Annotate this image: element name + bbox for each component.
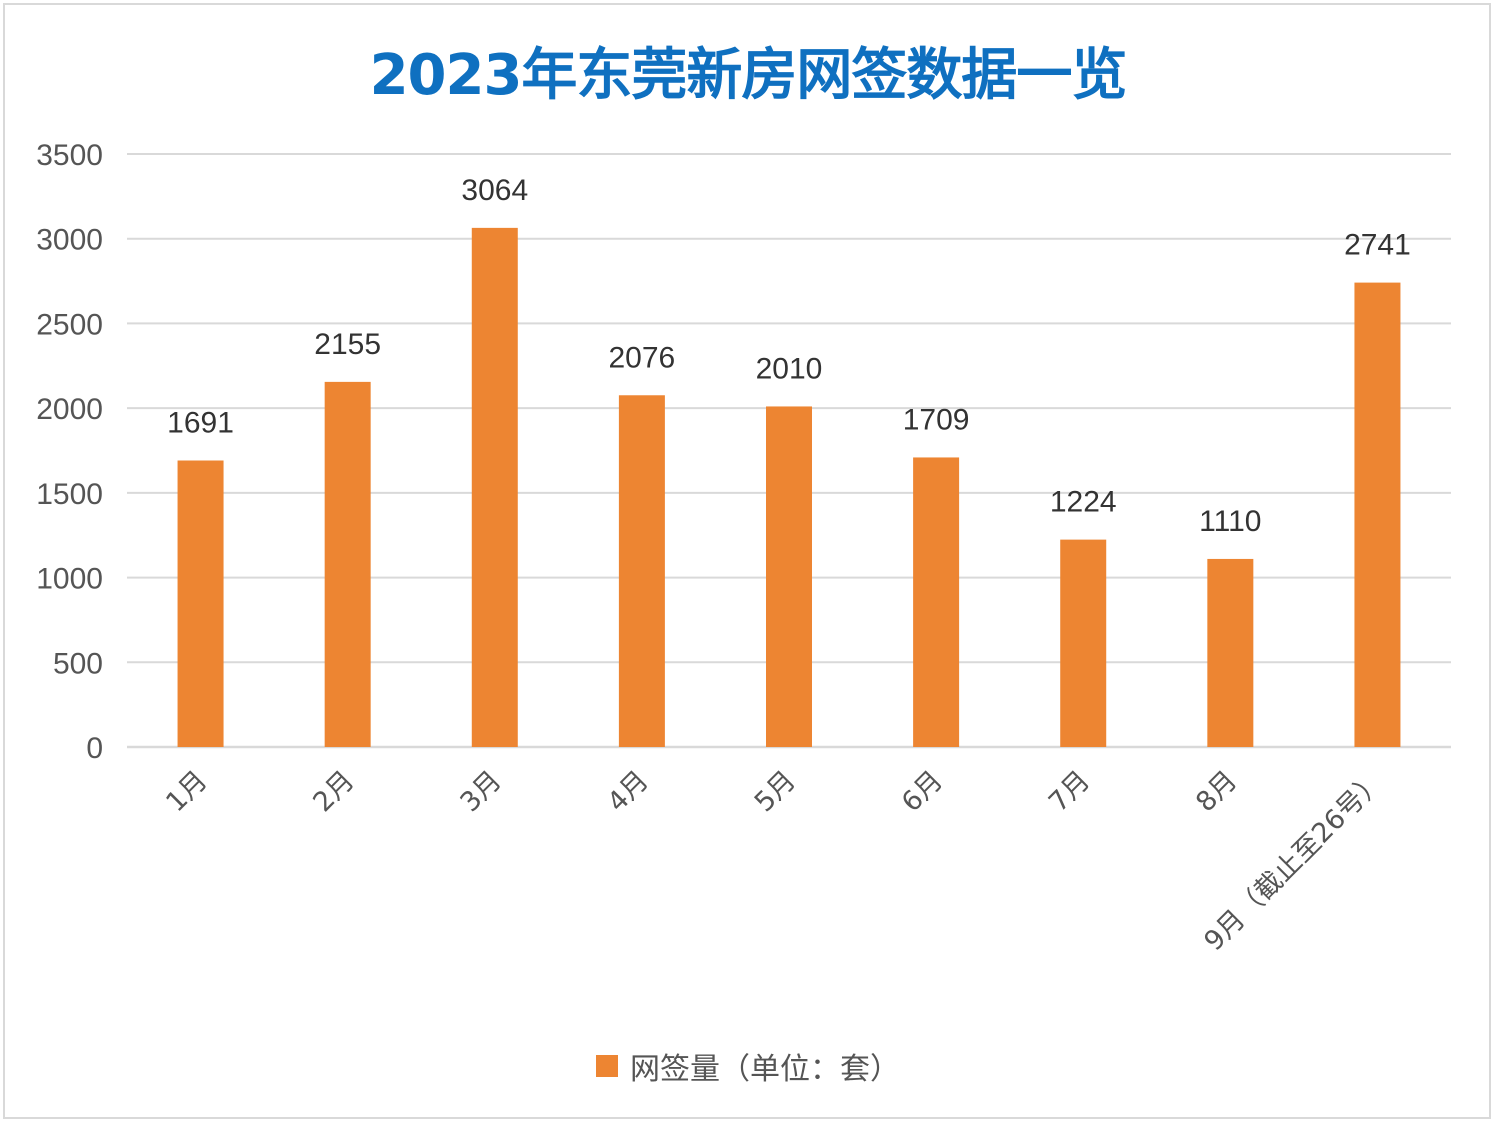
y-axis-ticks: 0 500 1000 1500 2000 2500 3000 3500 [36,139,103,765]
data-label: 1224 [1050,486,1117,519]
x-tick-label: 6月 [896,765,949,818]
data-label: 3064 [461,174,528,207]
y-tick-label: 2500 [36,308,103,341]
bar [618,395,665,747]
x-tick-label: 7月 [1043,765,1096,818]
chart-title: 2023年东莞新房网签数据一览 [369,43,1128,108]
x-tick-label: 1月 [160,765,213,818]
x-tick-label: 5月 [749,765,802,818]
y-tick-label: 3500 [36,139,103,172]
x-tick-label: 2月 [307,765,360,818]
y-tick-label: 2000 [36,393,103,426]
x-tick-label: 8月 [1190,765,1243,818]
data-label: 2076 [609,341,676,374]
bar [1207,558,1254,747]
data-label: 1110 [1199,505,1261,538]
data-label: 1691 [167,406,234,439]
bar [324,381,371,747]
legend-label: 网签量（单位：套） [630,1052,900,1087]
data-label: 2010 [756,352,823,385]
y-tick-label: 1000 [36,563,103,596]
y-tick-label: 3000 [36,224,103,257]
y-tick-label: 1500 [36,478,103,511]
bars [177,227,1401,747]
data-labels: 1691 2155 3064 2076 2010 1709 1224 1110 2741 [167,174,1411,538]
x-tick-label: 3月 [455,765,508,818]
data-label: 2155 [314,328,381,361]
y-tick-label: 0 [86,732,103,765]
y-tick-label: 500 [53,647,103,680]
x-tick-label: 4月 [602,765,655,818]
bar [177,460,224,747]
bar [471,227,518,747]
bar [913,457,960,747]
bar [1354,282,1401,747]
data-label: 1709 [903,403,970,436]
data-label: 2741 [1344,229,1411,262]
legend-swatch [596,1055,618,1077]
bar [1060,539,1107,747]
bar [766,406,812,747]
legend: 网签量（单位：套） [0,1044,1496,1088]
